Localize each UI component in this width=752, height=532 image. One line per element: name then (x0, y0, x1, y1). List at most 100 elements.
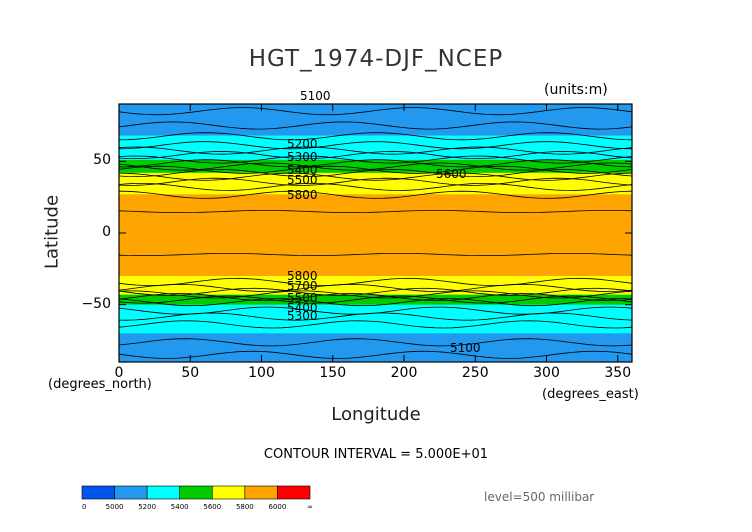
field-band (119, 207, 632, 210)
field-band (119, 224, 632, 227)
field-band (119, 243, 632, 245)
contour-line (118, 283, 633, 292)
contour-line (118, 151, 633, 160)
field-band (119, 238, 632, 241)
x-tick-label: 300 (533, 365, 560, 381)
field-band (119, 247, 632, 250)
field-band (119, 155, 632, 158)
field-band (119, 301, 632, 304)
field-band (119, 281, 632, 284)
field-band (119, 298, 632, 301)
contour-label: 5800 (287, 269, 318, 283)
field-band (119, 274, 632, 277)
field-band (119, 346, 632, 349)
field-band (119, 126, 632, 129)
field-band (119, 105, 632, 108)
field-band (119, 307, 632, 310)
field-band (119, 227, 632, 230)
field-band (119, 278, 632, 281)
field-band (119, 108, 632, 111)
field-band (119, 194, 632, 197)
field-band (119, 214, 632, 217)
field-band (119, 157, 632, 159)
field-band (119, 329, 632, 331)
field-band (119, 231, 632, 234)
field-band (119, 250, 632, 253)
field-band (119, 106, 632, 109)
colorbar-swatch (114, 485, 148, 500)
contour-label: 5100 (450, 341, 481, 355)
level-label: level=500 millibar (484, 490, 595, 504)
contour-label: 5300 (287, 150, 318, 164)
x-tick-label: 350 (604, 365, 632, 381)
y-tick-label: −50 (81, 295, 111, 312)
field-band (119, 310, 632, 313)
field-band (119, 349, 632, 352)
field-band (119, 237, 632, 240)
field-band (119, 359, 632, 362)
colorbar-tick-label: 5200 (138, 503, 156, 511)
contour-line (118, 277, 633, 286)
field-band (119, 353, 632, 356)
field-band (119, 347, 632, 350)
field-band (119, 258, 632, 261)
field-band (119, 321, 632, 324)
field-band (119, 260, 632, 263)
contour-line (118, 155, 633, 164)
field-band (119, 172, 632, 175)
contour-label: 5500 (287, 291, 318, 305)
contour-line (118, 190, 633, 199)
field-band (119, 192, 632, 195)
field-band (119, 293, 632, 296)
contour-label: 5600 (436, 167, 467, 181)
field-band (119, 185, 632, 188)
field-band (119, 179, 632, 182)
contour-interval-label: CONTOUR INTERVAL = 5.000E+01 (263, 447, 489, 462)
field-band (119, 178, 632, 181)
field-band (119, 112, 632, 115)
contour-line (118, 146, 633, 155)
field-band (119, 323, 632, 326)
contour-line (118, 210, 633, 213)
field-band (119, 119, 632, 122)
field-band (119, 240, 632, 243)
field-band (119, 257, 632, 260)
x-units-label: (degrees_north) (48, 377, 152, 392)
contour-line (118, 290, 633, 299)
field-band (119, 222, 632, 225)
field-band (119, 191, 632, 194)
colorbar-tick-label: ∞ (307, 503, 313, 511)
field-band (119, 265, 632, 268)
field-band (119, 271, 632, 274)
field-band (119, 255, 632, 258)
colorbar-tick-label: 5600 (203, 503, 221, 511)
field-band (119, 268, 632, 271)
contour-line (118, 177, 633, 186)
contour-line (118, 298, 633, 307)
field-band (119, 217, 632, 220)
contour-label: 5200 (287, 137, 318, 151)
field-band (119, 169, 632, 172)
field-band (119, 142, 632, 145)
field-band (119, 251, 632, 254)
contour-line (118, 121, 633, 130)
field-band (119, 162, 632, 165)
field-band (119, 297, 632, 300)
field-band (119, 174, 632, 177)
field-band (119, 313, 632, 316)
contour-line (118, 292, 633, 302)
x-tick-label: 100 (248, 365, 275, 381)
field-band (119, 234, 632, 237)
field-band (119, 147, 632, 149)
field-band (119, 264, 632, 267)
field-band (119, 121, 632, 124)
field-band (119, 276, 632, 278)
field-band (119, 182, 632, 185)
field-band (119, 308, 632, 311)
field-band (119, 138, 632, 141)
field-band (119, 165, 632, 168)
field-band (119, 202, 632, 205)
field-band (119, 187, 632, 190)
colorbar-tick-label: 5000 (106, 503, 124, 511)
